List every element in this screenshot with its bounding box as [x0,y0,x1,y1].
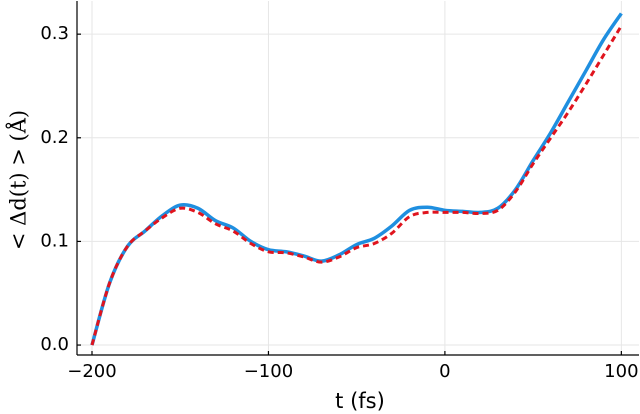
line-series [90,25,623,346]
x-tick-label: −100 [244,361,293,382]
y-tick-label: 0.1 [40,230,69,251]
x-tick-label: 0 [439,361,450,382]
x-axis-label: t (fs) [335,389,385,413]
y-tick-label: 0.3 [40,23,69,44]
x-tick-label: −200 [67,361,116,382]
line-series [90,12,623,346]
y-tick-label: 0.0 [40,334,69,355]
x-tick-label: 100 [604,361,638,382]
y-tick-label: 0.2 [40,127,69,148]
y-axis-label: < Δd(t) > (Å) [6,110,31,250]
